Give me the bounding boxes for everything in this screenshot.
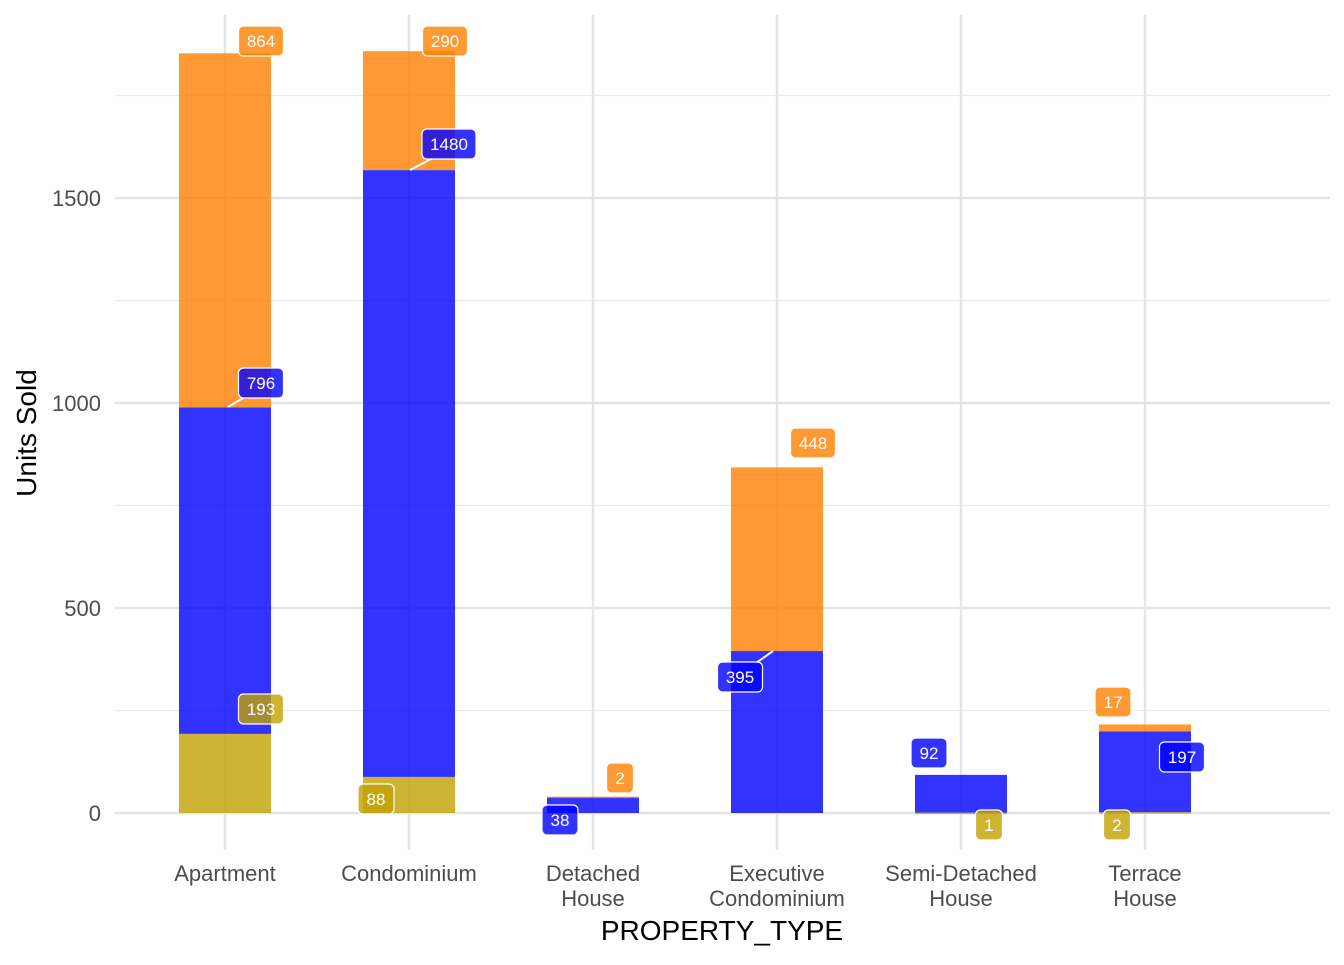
data-label-box xyxy=(974,809,1004,841)
data-label-blue: 1480 xyxy=(430,135,468,154)
data-label-blue: 92 xyxy=(920,744,939,763)
data-label-orange: 17 xyxy=(1104,693,1123,712)
data-label-box xyxy=(237,693,285,725)
data-label-orange: 2 xyxy=(615,769,624,788)
x-axis: Apartment Condominium DetachedHouseExecuti… xyxy=(174,861,1181,911)
data-label-box xyxy=(1158,741,1206,773)
label-leader-line xyxy=(755,650,774,664)
data-label-gold: 88 xyxy=(367,790,386,809)
x-tick-label: House xyxy=(561,886,625,911)
label-leader-line xyxy=(409,157,434,171)
x-tick-label: Detached xyxy=(546,861,640,886)
bar-segment-orange xyxy=(1099,724,1191,732)
data-label-blue: 197 xyxy=(1168,748,1196,767)
data-label-box xyxy=(716,661,764,693)
bar-segment-orange xyxy=(547,796,639,799)
label-leader-line xyxy=(227,396,246,408)
data-label-blue: 38 xyxy=(551,811,570,830)
data-label-orange: 864 xyxy=(247,32,275,51)
x-axis-title: PROPERTY_TYPE xyxy=(601,915,843,946)
data-label-gold: 193 xyxy=(247,700,275,719)
bar-segment-blue xyxy=(179,407,271,734)
data-label-box xyxy=(421,128,477,160)
bar-segment-gold xyxy=(1099,812,1191,814)
x-tick-label: House xyxy=(1113,886,1177,911)
data-label-blue: 395 xyxy=(726,668,754,687)
data-label-blue: 796 xyxy=(247,374,275,393)
y-axis-title: Units Sold xyxy=(11,369,42,497)
data-labels: 864 796 193 290 1480 88 2 38 448 395 92 1 17 197 2 xyxy=(227,25,1206,841)
data-label-box xyxy=(910,737,948,769)
x-tick-label: Apartment xyxy=(174,861,276,886)
x-tick-label: Terrace xyxy=(1108,861,1181,886)
data-label-gold: 1 xyxy=(984,816,993,835)
data-label-box xyxy=(237,367,285,399)
data-label-box xyxy=(357,783,395,815)
data-label-box xyxy=(1102,809,1132,841)
data-label-orange: 290 xyxy=(431,32,459,51)
data-label-box xyxy=(1094,686,1132,718)
data-label-box xyxy=(541,804,579,836)
x-tick-label: Semi-Detached xyxy=(885,861,1037,886)
data-label-box xyxy=(237,25,285,57)
x-tick-label: House xyxy=(929,886,993,911)
data-label-box xyxy=(421,25,469,57)
x-tick-label: Condominium xyxy=(341,861,477,886)
y-axis: 0 500 1000 1500 xyxy=(52,186,101,826)
x-tick-label: Condominium xyxy=(709,886,845,911)
gridlines xyxy=(115,15,1330,850)
data-label-gold: 2 xyxy=(1112,816,1121,835)
bar-segment-blue xyxy=(915,774,1007,813)
y-tick-label: 0 xyxy=(89,801,101,826)
bars xyxy=(179,51,1191,815)
data-label-box xyxy=(605,762,635,794)
y-tick-label: 1000 xyxy=(52,391,101,416)
data-label-box xyxy=(789,427,837,459)
bar-segment-orange xyxy=(179,53,271,408)
x-tick-label: Executive xyxy=(729,861,824,886)
y-tick-label: 1500 xyxy=(52,186,101,211)
bar-segment-blue xyxy=(363,170,455,777)
y-tick-label: 500 xyxy=(64,596,101,621)
bar-segment-gold xyxy=(179,733,271,813)
bar-segment-gold xyxy=(915,812,1007,815)
bar-segment-orange xyxy=(731,467,823,652)
data-label-orange: 448 xyxy=(799,434,827,453)
